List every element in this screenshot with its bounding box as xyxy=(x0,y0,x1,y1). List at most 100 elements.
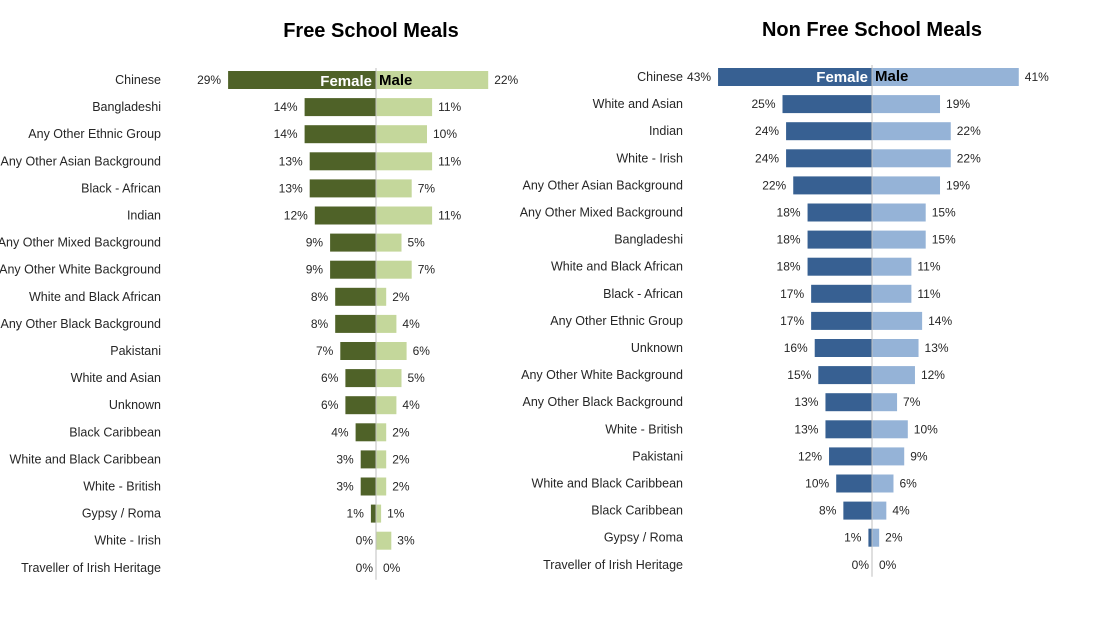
nfsm-data-label-female: 22% xyxy=(762,178,786,192)
fsm-bar-male xyxy=(376,531,392,550)
fsm-data-label-female: 29% xyxy=(197,73,221,87)
nfsm-data-label-male: 41% xyxy=(1025,70,1049,84)
nfsm-data-label-female: 15% xyxy=(787,368,811,382)
nfsm-category-label: Any Other Black Background xyxy=(523,395,684,409)
fsm-data-label-female: 3% xyxy=(336,452,354,466)
fsm-bar-female xyxy=(370,504,376,523)
nfsm-bar-female xyxy=(825,393,872,412)
fsm-bar-female xyxy=(228,71,376,89)
fsm-category-label: Any Other White Background xyxy=(0,263,161,277)
fsm-bar-male xyxy=(376,450,387,469)
nfsm-bar-male xyxy=(872,366,915,385)
nfsm-bar-male xyxy=(872,501,887,520)
nfsm-bar-male xyxy=(872,528,880,547)
nfsm-bar-female xyxy=(825,420,872,439)
nfsm-bar-male xyxy=(872,68,1019,86)
nfsm-data-label-male: 19% xyxy=(946,178,970,192)
fsm-bar-female xyxy=(345,396,376,415)
nfsm-bar-female xyxy=(843,501,872,520)
fsm-data-label-male: 0% xyxy=(383,561,401,575)
fsm-category-label: Any Other Black Background xyxy=(1,317,162,331)
nfsm-bar-female xyxy=(807,257,872,276)
nfsm-legend-female: Female xyxy=(816,69,868,86)
nfsm-data-label-female: 25% xyxy=(751,97,775,111)
fsm-bar-female xyxy=(314,206,376,225)
nfsm-bar-male xyxy=(872,257,912,276)
fsm-bar-male xyxy=(376,260,412,279)
fsm-bar-female xyxy=(355,423,376,442)
fsm-data-label-male: 10% xyxy=(433,127,457,141)
fsm-bar-male xyxy=(376,423,387,442)
fsm-data-label-male: 11% xyxy=(438,154,461,168)
nfsm-data-label-male: 15% xyxy=(932,233,956,247)
nfsm-bar-female xyxy=(818,366,872,385)
fsm-legend-male: Male xyxy=(379,72,412,89)
fsm-data-label-female: 14% xyxy=(274,100,298,114)
fsm-bar-male xyxy=(376,504,382,523)
fsm-bar-male xyxy=(376,233,402,252)
nfsm-category-label: Unknown xyxy=(631,341,683,355)
fsm-data-label-female: 9% xyxy=(306,236,324,250)
fsm-data-label-male: 7% xyxy=(418,263,436,277)
fsm-data-label-male: 5% xyxy=(408,236,426,250)
nfsm-data-label-male: 12% xyxy=(921,368,945,382)
nfsm-data-label-female: 12% xyxy=(798,449,822,463)
fsm-bar-female xyxy=(330,233,376,252)
fsm-data-label-male: 22% xyxy=(494,73,518,87)
fsm-data-label-female: 0% xyxy=(356,534,374,548)
nfsm-bar-male xyxy=(872,230,926,249)
fsm-data-label-male: 4% xyxy=(402,317,420,331)
fsm-category-label: Any Other Asian Background xyxy=(0,154,161,168)
fsm-data-label-female: 4% xyxy=(331,425,349,439)
fsm-data-label-female: 0% xyxy=(356,561,374,575)
nfsm-data-label-female: 1% xyxy=(844,531,862,545)
nfsm-category-label: Any Other Asian Background xyxy=(522,178,683,192)
nfsm-bar-female xyxy=(807,230,872,249)
nfsm-bar-male xyxy=(872,311,923,330)
fsm-bar-male xyxy=(376,477,387,496)
nfsm-category-label: White - British xyxy=(605,422,683,436)
fsm-data-label-male: 6% xyxy=(413,344,431,358)
fsm-category-label: Any Other Mixed Background xyxy=(0,236,161,250)
nfsm-data-label-male: 22% xyxy=(957,151,981,165)
fsm-bar-female xyxy=(335,314,376,333)
fsm-data-label-female: 6% xyxy=(321,398,339,412)
fsm-data-label-male: 7% xyxy=(418,181,436,195)
fsm-category-label: Gypsy / Roma xyxy=(82,507,161,521)
nfsm-chart-title: Non Free School Meals xyxy=(762,19,982,41)
nfsm-category-label: White - Irish xyxy=(616,151,683,165)
fsm-data-label-female: 8% xyxy=(311,317,329,331)
nfsm-bar-male xyxy=(872,474,894,493)
nfsm-data-label-female: 24% xyxy=(755,124,779,138)
fsm-bar-female xyxy=(330,260,376,279)
nfsm-bar-female xyxy=(811,311,872,330)
nfsm-bar-male xyxy=(872,447,905,466)
fsm-data-label-male: 2% xyxy=(392,290,410,304)
nfsm-data-label-female: 18% xyxy=(777,206,801,220)
fsm-category-label: Any Other Ethnic Group xyxy=(28,127,161,141)
fsm-data-label-female: 12% xyxy=(284,209,308,223)
fsm-bar-male xyxy=(376,98,433,117)
fsm-data-label-male: 2% xyxy=(392,425,410,439)
nfsm-category-label: Chinese xyxy=(637,70,683,84)
nfsm-data-label-female: 16% xyxy=(784,341,808,355)
fsm-category-label: Unknown xyxy=(109,398,161,412)
nfsm-bar-male xyxy=(872,284,912,303)
nfsm-bar-male xyxy=(872,203,926,222)
fsm-data-label-female: 6% xyxy=(321,371,339,385)
nfsm-category-label: Any Other Ethnic Group xyxy=(550,314,683,328)
fsm-data-label-female: 3% xyxy=(336,480,354,494)
nfsm-data-label-male: 0% xyxy=(879,558,897,572)
nfsm-data-label-female: 0% xyxy=(852,558,870,572)
fsm-chart-title: Free School Meals xyxy=(283,20,459,42)
nfsm-category-label: Gypsy / Roma xyxy=(604,531,683,545)
nfsm-bar-male xyxy=(872,149,951,168)
fsm-category-label: White and Black Caribbean xyxy=(10,452,162,466)
fsm-data-label-female: 7% xyxy=(316,344,334,358)
fsm-category-label: Indian xyxy=(127,209,161,223)
fsm-bar-male xyxy=(376,342,407,360)
nfsm-bar-male xyxy=(872,393,898,412)
nfsm-bar-female xyxy=(793,176,872,195)
nfsm-data-label-male: 15% xyxy=(932,206,956,220)
